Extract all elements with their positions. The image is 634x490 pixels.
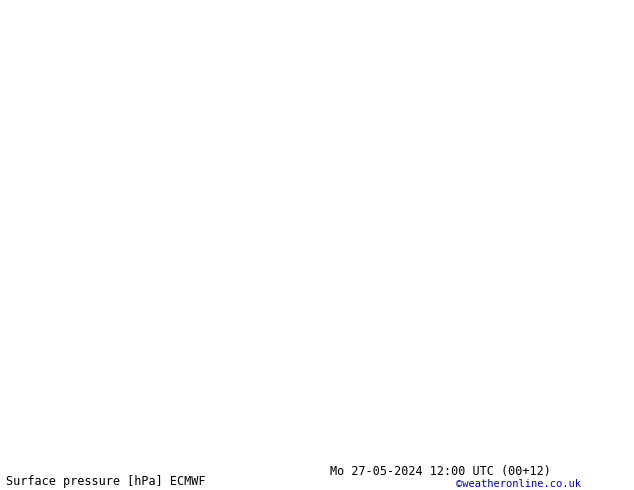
Text: ©weatheronline.co.uk: ©weatheronline.co.uk [456, 479, 581, 489]
Text: Mo 27-05-2024 12:00 UTC (00+12): Mo 27-05-2024 12:00 UTC (00+12) [330, 465, 550, 478]
Text: Surface pressure [hPa] ECMWF: Surface pressure [hPa] ECMWF [6, 474, 206, 488]
